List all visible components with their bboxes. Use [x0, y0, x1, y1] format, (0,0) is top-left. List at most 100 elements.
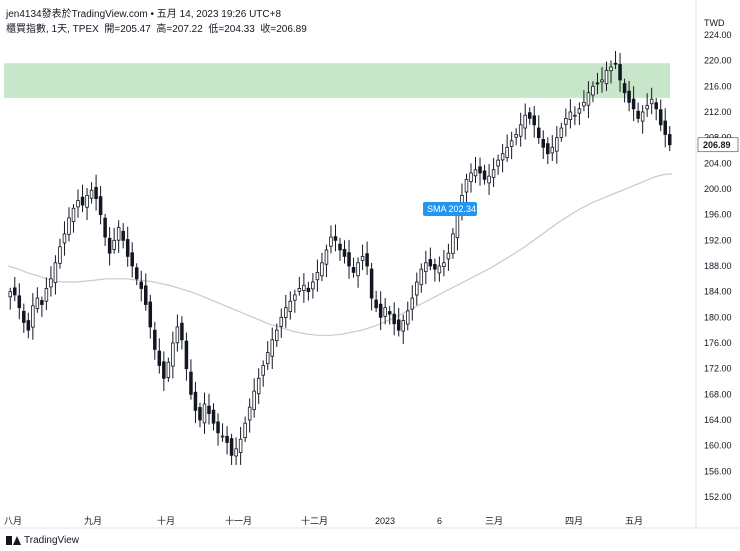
candle-body[interactable]: [130, 252, 134, 267]
candle-body[interactable]: [35, 297, 40, 309]
candle-body[interactable]: [229, 438, 234, 456]
candle-body[interactable]: [247, 406, 252, 421]
candle-body[interactable]: [654, 102, 658, 110]
candle-body[interactable]: [514, 134, 518, 138]
candle-body[interactable]: [369, 268, 374, 299]
candle-body[interactable]: [98, 196, 103, 216]
candle-body[interactable]: [374, 299, 378, 309]
candle-body[interactable]: [518, 124, 523, 137]
candle-body[interactable]: [31, 305, 35, 328]
candle-body[interactable]: [275, 329, 279, 342]
candle-body[interactable]: [198, 407, 202, 421]
candle-body[interactable]: [13, 287, 17, 296]
candle-body[interactable]: [107, 237, 112, 254]
candle-body[interactable]: [193, 391, 198, 411]
candle-body[interactable]: [405, 310, 410, 325]
candle-body[interactable]: [640, 111, 645, 122]
candle-body[interactable]: [333, 236, 338, 241]
candle-body[interactable]: [311, 281, 315, 290]
candle-body[interactable]: [252, 390, 256, 411]
candle-body[interactable]: [238, 438, 243, 453]
candle-body[interactable]: [67, 217, 71, 235]
candle-body[interactable]: [297, 288, 302, 292]
candle-body[interactable]: [89, 189, 94, 199]
candle-body[interactable]: [424, 262, 428, 273]
candle-body[interactable]: [482, 170, 487, 180]
candle-body[interactable]: [62, 233, 67, 244]
candle-body[interactable]: [44, 288, 49, 302]
candle-body[interactable]: [220, 435, 225, 438]
candle-body[interactable]: [134, 267, 139, 280]
candle-body[interactable]: [387, 311, 392, 315]
candle-body[interactable]: [270, 339, 275, 357]
candle-body[interactable]: [284, 307, 288, 318]
candle-body[interactable]: [256, 377, 261, 395]
candle-body[interactable]: [627, 90, 631, 103]
candle-body[interactable]: [85, 195, 89, 208]
candle-body[interactable]: [442, 262, 446, 268]
candle-body[interactable]: [121, 230, 125, 241]
candle-body[interactable]: [76, 200, 80, 208]
candle-body[interactable]: [17, 295, 22, 309]
candle-body[interactable]: [184, 340, 189, 370]
candle-body[interactable]: [148, 301, 153, 328]
candle-body[interactable]: [437, 265, 442, 274]
candle-body[interactable]: [234, 448, 238, 457]
candle-body[interactable]: [211, 409, 216, 424]
candle-body[interactable]: [265, 352, 270, 365]
candle-body[interactable]: [166, 361, 171, 378]
candle-body[interactable]: [573, 114, 577, 117]
candle-body[interactable]: [139, 281, 144, 289]
candle-body[interactable]: [103, 217, 107, 238]
candle-body[interactable]: [338, 243, 342, 251]
sma-line[interactable]: [7, 173, 673, 336]
candle-body[interactable]: [49, 278, 53, 288]
candle-body[interactable]: [433, 264, 437, 270]
candle-body[interactable]: [360, 255, 365, 261]
candle-body[interactable]: [455, 214, 460, 239]
candle-body[interactable]: [53, 262, 58, 283]
candle-body[interactable]: [383, 307, 387, 317]
candle-body[interactable]: [609, 66, 613, 72]
candle-body[interactable]: [125, 239, 130, 257]
candle-body[interactable]: [595, 82, 600, 85]
candle-body[interactable]: [491, 169, 496, 178]
candle-body[interactable]: [320, 262, 324, 277]
candle-body[interactable]: [410, 297, 415, 310]
candle-body[interactable]: [302, 284, 306, 291]
candle-body[interactable]: [428, 259, 433, 267]
candle-body[interactable]: [658, 109, 663, 126]
candle-body[interactable]: [243, 422, 247, 439]
candle-body[interactable]: [536, 127, 541, 139]
candle-body[interactable]: [622, 83, 627, 94]
candle-body[interactable]: [26, 320, 31, 331]
candle-body[interactable]: [162, 361, 166, 379]
candle-body[interactable]: [351, 267, 356, 273]
candle-body[interactable]: [618, 64, 622, 81]
candle-body[interactable]: [586, 92, 591, 106]
candle-body[interactable]: [175, 326, 180, 344]
candle-body[interactable]: [306, 287, 311, 293]
candle-body[interactable]: [582, 101, 586, 107]
candle-body[interactable]: [523, 114, 527, 129]
candle-body[interactable]: [261, 365, 265, 376]
candle-body[interactable]: [279, 316, 284, 327]
candle-body[interactable]: [401, 320, 405, 332]
candle-body[interactable]: [541, 138, 546, 148]
candle-body[interactable]: [559, 127, 564, 138]
candle-body[interactable]: [396, 319, 401, 331]
candle-body[interactable]: [71, 207, 76, 223]
candle-body[interactable]: [342, 249, 347, 257]
candle-body[interactable]: [189, 371, 193, 395]
candle-body[interactable]: [451, 233, 455, 254]
candle-body[interactable]: [473, 169, 478, 177]
candle-body[interactable]: [80, 196, 85, 206]
candle-body[interactable]: [40, 300, 44, 305]
candle-body[interactable]: [505, 146, 509, 158]
candle-body[interactable]: [527, 112, 532, 119]
resistance-zone[interactable]: [4, 63, 670, 98]
candle-body[interactable]: [324, 249, 329, 265]
candle-body[interactable]: [591, 85, 595, 96]
candle-body[interactable]: [171, 342, 175, 367]
candle-body[interactable]: [649, 98, 654, 105]
